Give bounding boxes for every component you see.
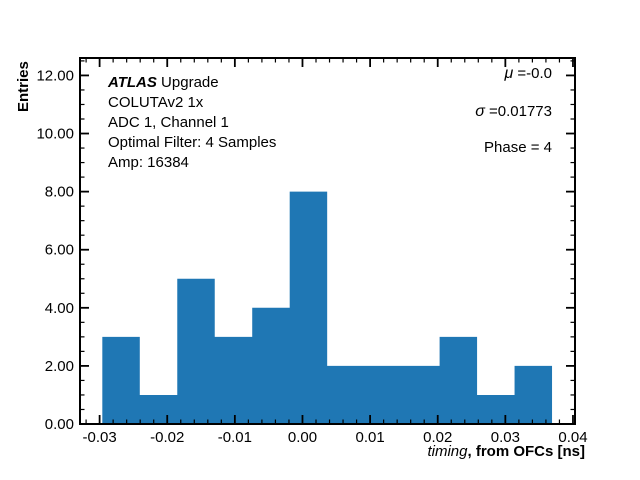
x-tick-label: -0.01	[218, 429, 252, 446]
x-tick-label: 0.03	[491, 429, 520, 446]
y-axis-title: Entries	[15, 61, 32, 112]
histogram-bars	[102, 191, 553, 424]
x-axis-title: timing, from OFCs [ns]	[427, 443, 585, 460]
plot-frame	[79, 57, 576, 425]
info-block: ATLAS Upgrade COLUTAv2 1x ADC 1, Channel…	[108, 73, 276, 173]
info-line-chip: COLUTAv2 1x	[108, 94, 204, 111]
sigma-value: =0.01773	[484, 103, 552, 120]
stat-sigma: σ =0.01773	[475, 103, 552, 120]
y-tick-label: 2.00	[45, 358, 74, 375]
x-tick-label: -0.02	[150, 429, 184, 446]
info-line-channel: ADC 1, Channel 1	[108, 114, 229, 131]
x-tick-label: 0.00	[288, 429, 317, 446]
y-tick-label: 0.00	[45, 416, 74, 433]
y-tick-label: 4.00	[45, 300, 74, 317]
mu-value: =-0.0	[513, 65, 552, 82]
stat-phase: Phase = 4	[484, 139, 552, 156]
y-tick-label: 8.00	[45, 184, 74, 201]
info-line-amp: Amp: 16384	[108, 154, 189, 171]
info-line-filter: Optimal Filter: 4 Samples	[108, 134, 277, 151]
atlas-label: ATLAS	[108, 74, 157, 91]
x-axis-title-rest: , from OFCs [ns]	[467, 443, 585, 460]
stat-mu: μ =-0.0	[504, 65, 552, 82]
x-tick-label: 0.04	[558, 429, 587, 446]
x-axis-title-italic: timing	[427, 443, 468, 460]
mu-symbol: μ	[504, 65, 514, 82]
y-tick-label: 12.00	[36, 67, 74, 84]
atlas-rest-label: Upgrade	[156, 74, 219, 91]
x-tick-label: 0.02	[423, 429, 452, 446]
x-tick-label: 0.01	[356, 429, 385, 446]
y-tick-label: 10.00	[36, 126, 74, 143]
sigma-symbol: σ	[475, 103, 485, 120]
x-tick-label: -0.03	[83, 429, 117, 446]
info-line-atlas: ATLAS Upgrade	[108, 73, 276, 93]
y-tick-label: 6.00	[45, 242, 74, 259]
